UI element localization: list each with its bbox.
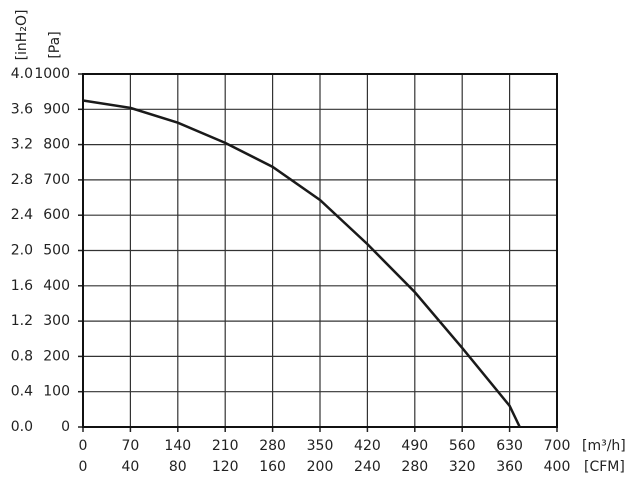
y2-tick-label: 4.0 xyxy=(11,66,33,82)
x-tick-label: 420 xyxy=(354,438,381,454)
y2-tick-label: 3.2 xyxy=(11,137,33,153)
x2-tick-label: 360 xyxy=(496,459,523,475)
plot-frame xyxy=(82,73,558,428)
x-tick-label: 350 xyxy=(307,438,334,454)
x2-axis-label: [CFM] xyxy=(584,459,625,475)
y-tick-label: 900 xyxy=(43,101,70,117)
y2-tick-label: 0.0 xyxy=(11,419,33,435)
x2-tick-label: 120 xyxy=(212,459,239,475)
y-tick-label: 800 xyxy=(43,137,70,153)
y2-tick-label: 2.8 xyxy=(11,172,33,188)
y2-tick-label: 2.4 xyxy=(11,207,33,223)
x-tick-label: 140 xyxy=(164,438,191,454)
x-tick-label: 280 xyxy=(259,438,286,454)
x-axis-label: [m³/h] xyxy=(582,438,626,454)
y-tick-label: 600 xyxy=(43,207,70,223)
x2-tick-label: 400 xyxy=(544,459,571,475)
y-tick-label: 400 xyxy=(43,278,70,294)
y2-axis-label: [inH₂O] xyxy=(14,10,30,61)
y2-tick-label: 3.6 xyxy=(11,101,33,117)
y-tick-label: 300 xyxy=(43,313,70,329)
x2-tick-label: 240 xyxy=(354,459,381,475)
x-tick-label: 210 xyxy=(212,438,239,454)
x-tick-label: 0 xyxy=(79,438,88,454)
x2-tick-label: 160 xyxy=(259,459,286,475)
x-tick-label: 700 xyxy=(544,438,571,454)
y-axis-label: [Pa] xyxy=(47,31,63,58)
y2-tick-label: 1.2 xyxy=(11,313,33,329)
y-tick-label: 0 xyxy=(61,419,70,435)
y2-tick-label: 1.6 xyxy=(11,278,33,294)
y-tick-label: 100 xyxy=(43,384,70,400)
y2-tick-label: 2.0 xyxy=(11,243,33,259)
y2-tick-label: 0.8 xyxy=(11,348,33,364)
y2-tick-label: 0.4 xyxy=(11,384,33,400)
x2-tick-label: 0 xyxy=(79,459,88,475)
x2-tick-label: 200 xyxy=(307,459,334,475)
y-tick-label: 700 xyxy=(43,172,70,188)
y-tick-label: 200 xyxy=(43,348,70,364)
y-tick-label: 500 xyxy=(43,243,70,259)
x2-tick-label: 40 xyxy=(121,459,139,475)
x-tick-label: 630 xyxy=(496,438,523,454)
x2-tick-label: 280 xyxy=(401,459,428,475)
x2-tick-label: 80 xyxy=(169,459,187,475)
y-tick-label: 1000 xyxy=(34,66,70,82)
x-tick-label: 560 xyxy=(449,438,476,454)
x-tick-label: 490 xyxy=(401,438,428,454)
x-tick-label: 70 xyxy=(121,438,139,454)
fan-curve xyxy=(82,99,521,428)
x2-tick-label: 320 xyxy=(449,459,476,475)
